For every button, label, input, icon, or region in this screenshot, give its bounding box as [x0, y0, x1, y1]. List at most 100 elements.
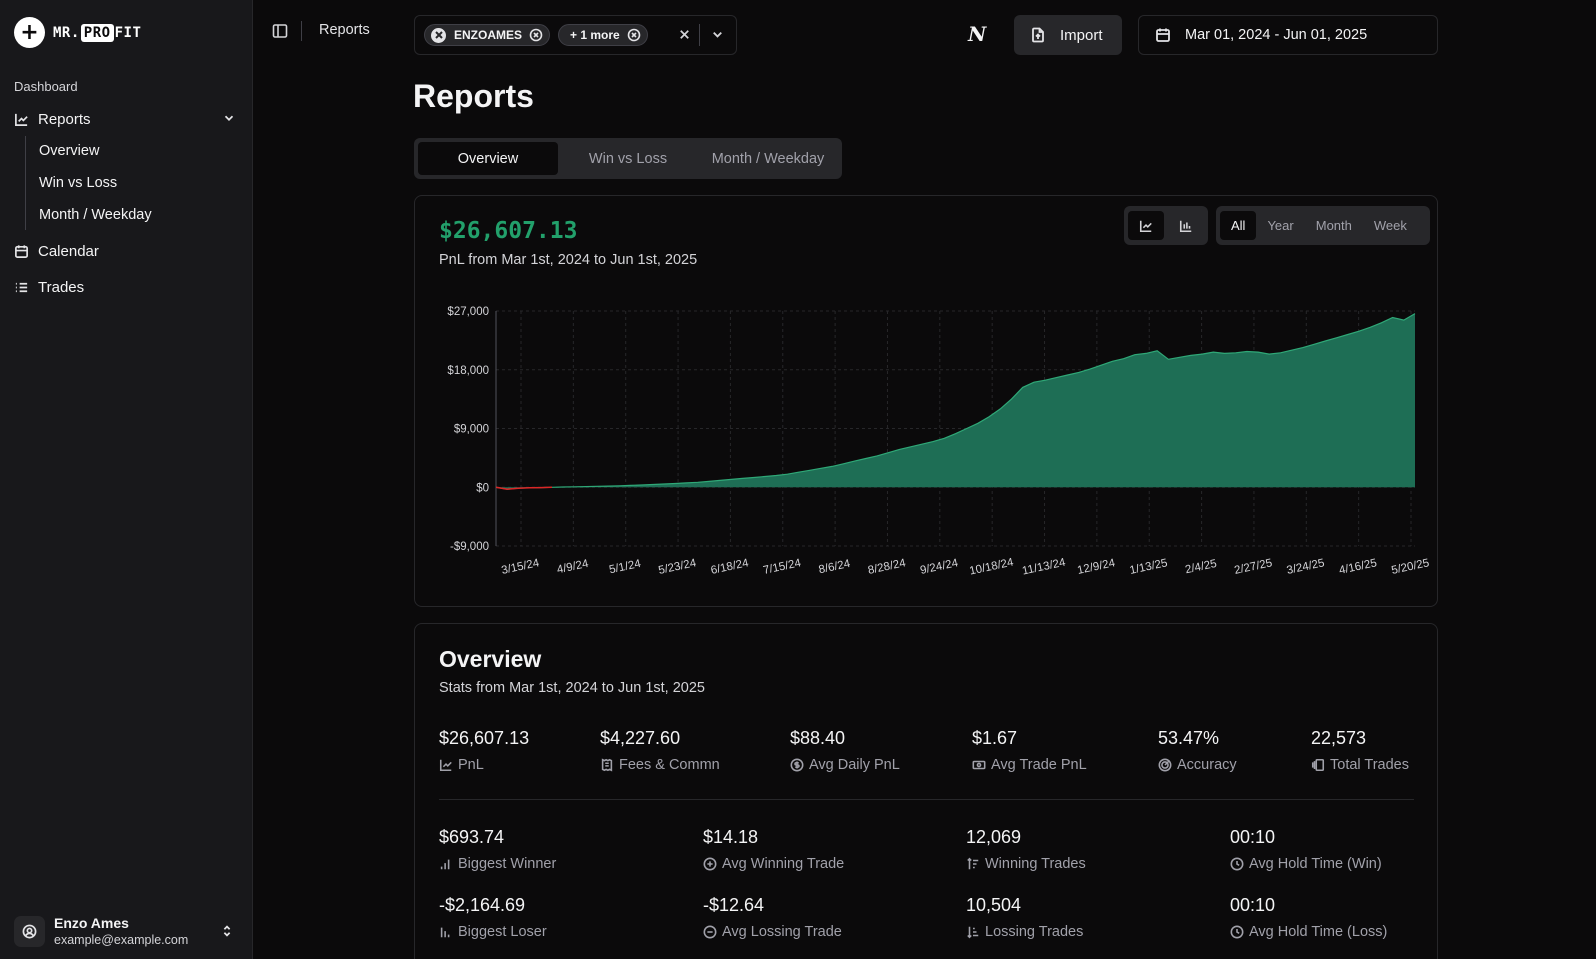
user-email: example@example.com: [54, 933, 189, 947]
user-menu[interactable]: Enzo Ames example@example.com: [14, 911, 242, 951]
remove-chip-icon[interactable]: [529, 28, 543, 42]
x-tick-label: 1/13/25: [1129, 557, 1169, 577]
clock-icon: [1230, 925, 1244, 939]
minus-circle-icon: [703, 925, 717, 939]
chevron-down-icon[interactable]: [710, 27, 725, 47]
pnl-chart-card: $26,607.13 PnL from Mar 1st, 2024 to Jun…: [414, 195, 1438, 607]
stat-label: Total Trades: [1311, 757, 1409, 773]
y-tick-label: $18,000: [447, 365, 489, 377]
overview-divider: [439, 799, 1414, 800]
stat-value: $14.18: [703, 827, 759, 847]
user-info: Enzo Ames example@example.com: [54, 915, 188, 947]
calendar-icon: [15, 244, 28, 258]
stat-value: $1.67: [972, 728, 1018, 748]
chart-type-toggle: [1124, 206, 1208, 245]
stat-label: Avg Daily PnL: [790, 757, 900, 773]
pnl-total: $26,607.13: [439, 218, 578, 244]
banknote-icon: [972, 760, 986, 770]
date-range-label: Mar 01, 2024 - Jun 01, 2025: [1185, 27, 1368, 43]
sidebar-item-calendar[interactable]: Calendar: [14, 239, 99, 263]
overview-title: Overview: [439, 646, 542, 672]
stat-fees: $4,227.60 Fees & Commn: [600, 728, 720, 773]
sidebar-subitem-month-weekday[interactable]: Month / Weekday: [39, 207, 152, 223]
stat-label: Lossing Trades: [966, 924, 1083, 940]
clock-icon: [1230, 857, 1244, 871]
stat-label: Fees & Commn: [600, 757, 720, 773]
stat-value: $4,227.60: [600, 728, 681, 748]
sidebar: + MR. PRO FIT Dashboard Reports Overview…: [0, 0, 253, 959]
sidebar-group-dashboard[interactable]: Dashboard: [14, 79, 78, 94]
stat-avg-hold-win: 00:10 Avg Hold Time (Win): [1230, 827, 1382, 872]
stat-value: -$2,164.69: [439, 895, 526, 915]
stat-biggest-loser: -$2,164.69 Biggest Loser: [439, 895, 547, 940]
range-year[interactable]: Year: [1267, 218, 1294, 233]
overview-card: Overview Stats from Mar 1st, 2024 to Jun…: [414, 623, 1438, 959]
import-button[interactable]: Import: [1014, 15, 1122, 55]
report-tabs: Overview Win vs Loss Month / Weekday: [414, 138, 842, 179]
logo-mark-icon: +: [14, 17, 45, 48]
range-toggle: All Year Month Week: [1216, 206, 1430, 245]
notion-logo-icon[interactable]: N: [968, 22, 987, 46]
pnl-line: [495, 313, 1416, 490]
logo-text: MR. PRO FIT: [53, 23, 142, 42]
range-week[interactable]: Week: [1373, 218, 1407, 233]
line-chart-icon: [1139, 220, 1152, 232]
sort-up-icon: [967, 857, 979, 870]
sidebar-item-label: Trades: [38, 278, 85, 296]
breadcrumb[interactable]: Reports: [319, 22, 370, 38]
pnl-area-chart[interactable]: $27,000 $18,000 $9,000 $0 -$9,000 3/15/24 4/9/…: [415, 296, 1437, 596]
dollar-circle-icon: [790, 758, 804, 772]
filter-divider: [699, 24, 700, 46]
range-all[interactable]: All: [1220, 211, 1257, 240]
stat-value: $88.40: [790, 728, 846, 748]
bar-chart-icon: [1179, 220, 1192, 232]
stat-avg-winning-trade: $14.18 Avg Winning Trade: [703, 827, 844, 872]
stat-biggest-winner: $693.74 Biggest Winner: [439, 827, 556, 872]
filter-chip-label: ENZOAMES: [454, 28, 523, 42]
panel-toggle-icon[interactable]: [272, 23, 288, 44]
chevron-down-icon[interactable]: [222, 111, 236, 125]
stat-label: Avg Hold Time (Loss): [1230, 924, 1387, 940]
account-avatar-icon: [431, 27, 446, 43]
stat-value: 22,573: [1311, 728, 1367, 748]
app-logo[interactable]: + MR. PRO FIT: [14, 17, 141, 48]
bar-chart-button[interactable]: [1168, 211, 1204, 240]
sidebar-subitem-overview[interactable]: Overview: [39, 143, 100, 159]
stat-label: Avg Hold Time (Win): [1230, 856, 1382, 872]
stat-label-text: Lossing Trades: [985, 924, 1084, 940]
stat-avg-daily-pnl: $88.40 Avg Daily PnL: [790, 728, 900, 773]
clear-filter-icon[interactable]: [677, 27, 692, 47]
logo-text-suffix: FIT: [114, 24, 142, 41]
stat-label: Avg Winning Trade: [703, 856, 844, 872]
x-tick-label: 5/23/24: [657, 557, 698, 577]
logo-text-highlight: PRO: [80, 23, 114, 42]
plus-circle-icon: [703, 857, 717, 871]
x-tick-label: 8/6/24: [818, 558, 852, 577]
x-tick-label: 5/1/24: [608, 558, 642, 577]
stat-label: Avg Lossing Trade: [703, 924, 842, 940]
x-tick-label: 12/9/24: [1076, 557, 1117, 577]
tab-month-weekday[interactable]: Month / Weekday: [711, 150, 825, 167]
stat-losing-trades: 10,504 Lossing Trades: [966, 895, 1083, 940]
chevrons-up-down-icon[interactable]: [220, 924, 234, 943]
filter-chip-more[interactable]: + 1 more: [558, 24, 648, 46]
tab-overview[interactable]: Overview: [418, 142, 558, 175]
sidebar-subitem-win-vs-loss[interactable]: Win vs Loss: [39, 175, 118, 191]
account-filter[interactable]: ENZOAMES + 1 more: [414, 15, 737, 55]
sidebar-item-trades[interactable]: Trades: [14, 275, 84, 299]
file-upload-icon: [1032, 27, 1044, 43]
stat-value: 12,069: [966, 827, 1022, 847]
date-range-picker[interactable]: Mar 01, 2024 - Jun 01, 2025: [1138, 15, 1438, 55]
x-tick-label: 2/27/25: [1233, 557, 1273, 577]
y-tick-label: -$9,000: [450, 541, 489, 553]
remove-chip-icon[interactable]: [627, 28, 641, 42]
range-month[interactable]: Month: [1315, 218, 1352, 233]
filter-chip-account[interactable]: ENZOAMES: [424, 24, 551, 46]
tab-win-vs-loss[interactable]: Win vs Loss: [588, 150, 668, 167]
area-chart-button[interactable]: [1128, 211, 1164, 240]
stat-label-text: Avg Hold Time (Win): [1249, 856, 1382, 872]
y-tick-label: $9,000: [454, 424, 489, 436]
stat-value: 00:10: [1230, 827, 1276, 847]
stat-label-text: Avg Daily PnL: [809, 757, 900, 773]
sidebar-item-reports[interactable]: Reports: [14, 107, 91, 131]
